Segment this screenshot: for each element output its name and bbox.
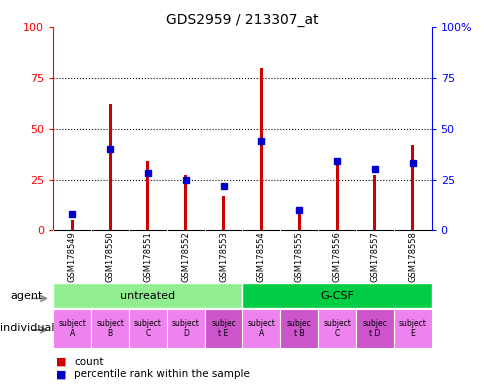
Bar <box>242 309 280 348</box>
Text: GSM178550: GSM178550 <box>106 231 114 282</box>
Bar <box>53 283 242 308</box>
Bar <box>410 145 413 230</box>
Text: count: count <box>74 357 104 367</box>
Text: GSM178556: GSM178556 <box>332 231 341 282</box>
Text: GSM178557: GSM178557 <box>370 231 378 282</box>
Bar <box>355 309 393 348</box>
Text: subjec
t B: subjec t B <box>286 319 311 338</box>
Text: subject
E: subject E <box>398 319 426 338</box>
Text: agent: agent <box>11 291 43 301</box>
Text: GSM178549: GSM178549 <box>68 231 76 282</box>
Bar <box>53 309 91 348</box>
Text: GSM178558: GSM178558 <box>408 231 416 282</box>
Bar <box>318 309 355 348</box>
Bar <box>204 309 242 348</box>
Bar <box>280 309 318 348</box>
Bar <box>242 283 431 308</box>
Text: GSM178555: GSM178555 <box>294 231 303 282</box>
Text: subject
A: subject A <box>247 319 275 338</box>
Bar <box>259 68 262 230</box>
Bar <box>108 104 111 230</box>
Text: percentile rank within the sample: percentile rank within the sample <box>74 369 250 379</box>
Text: subject
C: subject C <box>322 319 350 338</box>
Bar <box>166 309 204 348</box>
Text: subjec
t D: subjec t D <box>362 319 387 338</box>
Bar <box>129 309 166 348</box>
Text: GSM178553: GSM178553 <box>219 231 227 282</box>
Bar <box>91 309 129 348</box>
Bar <box>222 196 225 230</box>
Bar <box>146 161 149 230</box>
Bar <box>184 175 187 230</box>
Text: ■: ■ <box>56 369 66 379</box>
Bar <box>335 161 338 230</box>
Text: subject
B: subject B <box>96 319 124 338</box>
Text: GSM178551: GSM178551 <box>143 231 152 282</box>
Bar <box>297 208 300 230</box>
Text: subjec
t E: subjec t E <box>211 319 236 338</box>
Text: subject
D: subject D <box>171 319 199 338</box>
Text: ■: ■ <box>56 357 66 367</box>
Text: subject
C: subject C <box>134 319 162 338</box>
Text: subject
A: subject A <box>58 319 86 338</box>
Text: GSM178554: GSM178554 <box>257 231 265 282</box>
Text: untreated: untreated <box>120 291 175 301</box>
Text: individual: individual <box>0 323 55 333</box>
Text: G-CSF: G-CSF <box>319 291 353 301</box>
Bar <box>71 220 74 230</box>
Bar <box>393 309 431 348</box>
Text: GSM178552: GSM178552 <box>181 231 190 282</box>
Text: GDS2959 / 213307_at: GDS2959 / 213307_at <box>166 13 318 27</box>
Bar <box>373 175 376 230</box>
